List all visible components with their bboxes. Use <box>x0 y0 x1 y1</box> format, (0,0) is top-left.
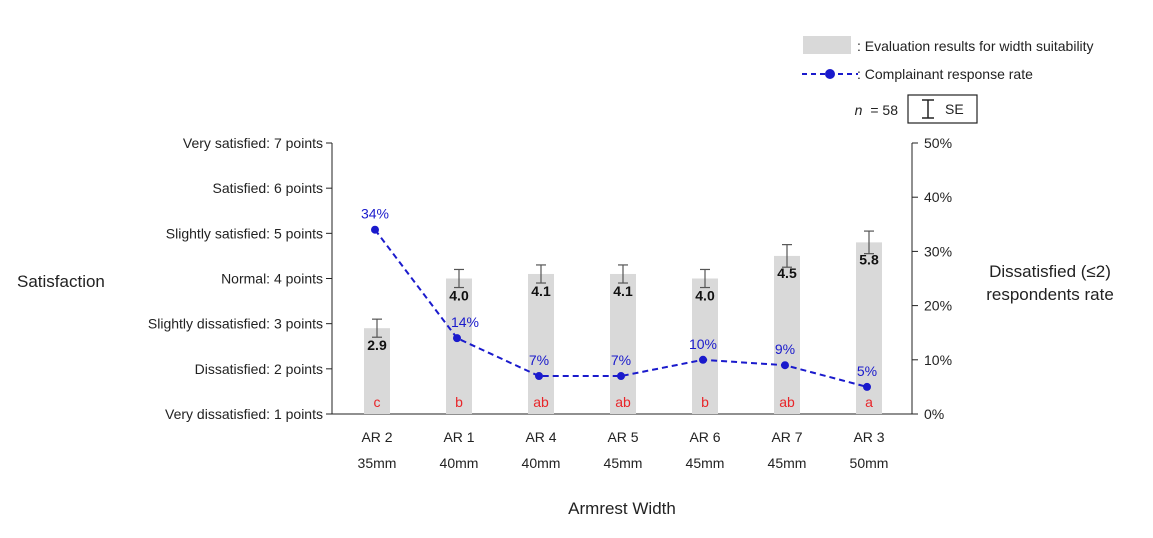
line-point <box>535 372 543 381</box>
line-point <box>781 361 789 370</box>
bar-value-label: 4.0 <box>695 288 715 304</box>
right-tick-label: 40% <box>924 189 952 205</box>
x-tick-label: AR 5 <box>607 429 638 445</box>
legend-line-label: : Complainant response rate <box>857 66 1033 82</box>
line-point <box>617 372 625 381</box>
x-tick-sublabel: 40mm <box>522 455 561 471</box>
bar-value-label: 2.9 <box>367 337 387 353</box>
bar-value-label: 4.0 <box>449 288 469 304</box>
right-axis-title-line2: respondents rate <box>986 285 1114 304</box>
line-point-label: 9% <box>775 341 795 357</box>
line-point-label: 34% <box>361 206 389 222</box>
line-point-label: 7% <box>529 352 549 368</box>
error-bar <box>618 264 628 284</box>
left-tick-label: Very satisfied: 7 points <box>183 135 323 151</box>
right-axis-ticks: 50% 40% 30% 20% 10% 0% <box>912 135 952 422</box>
legend-bar-label: : Evaluation results for width suitabili… <box>857 38 1094 54</box>
group-letter: b <box>455 394 463 410</box>
legend-line-marker <box>825 69 835 79</box>
line-point-label: 5% <box>857 363 877 379</box>
x-axis-labels: AR 2 35mm AR 1 40mm AR 4 40mm AR 5 45mm AR 6 45mm… <box>358 429 889 471</box>
error-bars <box>372 230 874 338</box>
x-tick-sublabel: 35mm <box>358 455 397 471</box>
line-point-label: 7% <box>611 352 631 368</box>
bar-value-label: 4.5 <box>777 265 797 281</box>
left-tick-label: Slightly dissatisfied: 3 points <box>148 316 323 332</box>
bar <box>364 328 390 414</box>
error-bar <box>536 264 546 284</box>
sample-size: n = 58 <box>855 102 899 118</box>
group-letter: c <box>374 394 381 410</box>
bar-value-label: 4.1 <box>613 283 633 299</box>
group-letter: ab <box>615 394 631 410</box>
right-axis-title-line1: Dissatisfied (≤2) <box>989 262 1111 281</box>
bar <box>610 273 636 414</box>
left-axis-title: Satisfaction <box>17 272 105 291</box>
error-bar <box>864 230 874 255</box>
legend: : Evaluation results for width suitabili… <box>802 36 1094 124</box>
error-bar <box>454 268 464 289</box>
x-tick-sublabel: 50mm <box>850 455 889 471</box>
left-tick-label: Slightly satisfied: 5 points <box>166 225 323 241</box>
response-rate-labels: 34% 14% 7% 7% 10% 9% 5% <box>361 206 877 379</box>
x-tick-sublabel: 45mm <box>686 455 725 471</box>
right-tick-label: 0% <box>924 406 944 422</box>
bar <box>528 273 554 414</box>
x-tick-label: AR 7 <box>771 429 802 445</box>
bar <box>692 278 718 414</box>
x-tick-label: AR 4 <box>525 429 556 445</box>
bar-value-labels: 2.9 4.0 4.1 4.1 4.0 4.5 5.8 <box>367 251 879 353</box>
left-tick-label: Normal: 4 points <box>221 271 323 287</box>
left-tick-label: Very dissatisfied: 1 points <box>165 406 323 422</box>
bar <box>774 255 800 414</box>
line-point <box>699 355 707 364</box>
legend-bar-swatch <box>803 36 851 54</box>
x-tick-sublabel: 40mm <box>440 455 479 471</box>
right-tick-label: 30% <box>924 243 952 259</box>
se-legend-icon <box>922 99 934 119</box>
line-point-label: 14% <box>451 314 479 330</box>
line-point-label: 10% <box>689 336 717 352</box>
x-tick-label: AR 2 <box>361 429 392 445</box>
error-bar <box>372 318 382 338</box>
plot-area: Very satisfied: 7 points Satisfied: 6 poi… <box>148 135 952 471</box>
line-point <box>453 334 461 343</box>
left-tick-label: Dissatisfied: 2 points <box>195 361 323 377</box>
bar <box>446 278 472 414</box>
group-letter: ab <box>779 394 795 410</box>
x-tick-label: AR 3 <box>853 429 884 445</box>
bar-value-label: 4.1 <box>531 283 551 299</box>
sample-size-n: n <box>855 102 863 118</box>
left-axis-ticks: Very satisfied: 7 points Satisfied: 6 poi… <box>148 135 332 422</box>
line-point <box>371 225 379 234</box>
se-legend-box <box>907 94 978 124</box>
line-point <box>863 382 871 391</box>
error-bar <box>782 244 792 268</box>
right-tick-label: 50% <box>924 135 952 151</box>
bar-value-label: 5.8 <box>859 251 879 267</box>
x-tick-label: AR 1 <box>443 429 474 445</box>
group-letter: ab <box>533 394 549 410</box>
response-rate-points <box>371 225 871 391</box>
x-tick-label: AR 6 <box>689 429 720 445</box>
left-tick-label: Satisfied: 6 points <box>212 180 323 196</box>
x-axis-title: Armrest Width <box>568 499 676 518</box>
sample-size-value: = 58 <box>870 102 898 118</box>
error-bar <box>700 268 710 289</box>
group-letter: a <box>865 394 873 410</box>
group-letter-labels: c b ab ab b ab a <box>374 394 874 410</box>
right-tick-label: 20% <box>924 298 952 314</box>
x-tick-sublabel: 45mm <box>768 455 807 471</box>
right-tick-label: 10% <box>924 352 952 368</box>
group-letter: b <box>701 394 709 410</box>
se-legend-label: SE <box>945 101 964 117</box>
x-tick-sublabel: 45mm <box>604 455 643 471</box>
